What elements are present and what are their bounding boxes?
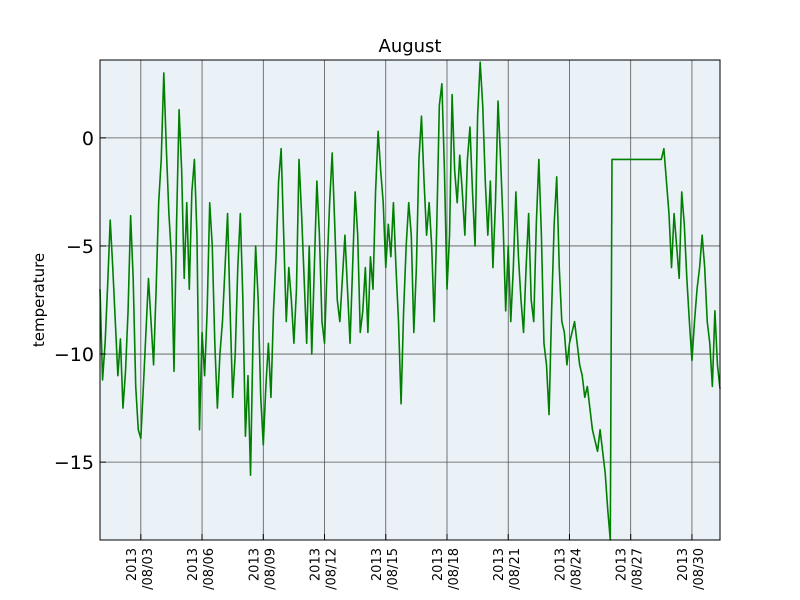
x-tick-label: 2013/08/09 xyxy=(247,548,278,590)
x-tick-label: 2013/08/24 xyxy=(553,548,584,590)
y-tick-label: 0 xyxy=(82,128,94,150)
y-axis: 0 −5 −10 −15 xyxy=(54,128,106,474)
chart-title: August xyxy=(379,36,442,57)
x-tick-label: 2013/08/06 xyxy=(186,548,217,590)
x-tick-label-date: /08/12 xyxy=(325,548,340,590)
plot-background xyxy=(100,60,720,540)
x-tick-label-year: 2013 xyxy=(492,548,507,581)
x-tick-label-date: /08/21 xyxy=(508,548,523,590)
x-tick-label-date: /08/30 xyxy=(692,548,707,590)
x-tick-label-date: /08/06 xyxy=(202,548,217,590)
x-tick-label-year: 2013 xyxy=(309,548,324,581)
x-tick-label: 2013/08/21 xyxy=(492,548,523,590)
x-tick-label-date: /08/27 xyxy=(631,548,646,590)
x-tick-label: 2013/08/15 xyxy=(370,548,401,590)
x-tick-label-date: /08/18 xyxy=(447,548,462,590)
x-tick-label: 2013/08/27 xyxy=(615,548,646,590)
y-tick-label: −5 xyxy=(66,236,94,258)
x-tick-label-year: 2013 xyxy=(615,548,630,581)
x-tick-label-year: 2013 xyxy=(431,548,446,581)
x-tick-label: 2013/08/30 xyxy=(676,548,707,590)
temperature-series-line xyxy=(99,61,721,541)
x-tick-label-date: /08/03 xyxy=(141,548,156,590)
y-tick-label: −10 xyxy=(54,344,94,366)
x-tick-label-year: 2013 xyxy=(553,548,568,581)
x-tick-label-date: /08/24 xyxy=(569,548,584,590)
x-tick-label-year: 2013 xyxy=(247,548,262,581)
y-axis-label: temperature xyxy=(30,253,48,347)
x-tick-label-date: /08/09 xyxy=(263,548,278,590)
x-tick-label-date: /08/15 xyxy=(386,548,401,590)
y-tick-label: −15 xyxy=(54,452,94,474)
x-axis: 2013/08/03 2013/08/06 2013/08/09 2013/08/12… xyxy=(125,534,707,590)
x-tick-label-year: 2013 xyxy=(125,548,140,581)
plot-frame xyxy=(99,59,721,541)
x-tick-label-year: 2013 xyxy=(186,548,201,581)
x-tick-label-year: 2013 xyxy=(676,548,691,581)
x-tick-label-year: 2013 xyxy=(370,548,385,581)
grid xyxy=(100,60,720,540)
x-tick-label: 2013/08/18 xyxy=(431,548,462,590)
x-tick-label: 2013/08/03 xyxy=(125,548,156,590)
x-tick-label: 2013/08/12 xyxy=(309,548,340,590)
